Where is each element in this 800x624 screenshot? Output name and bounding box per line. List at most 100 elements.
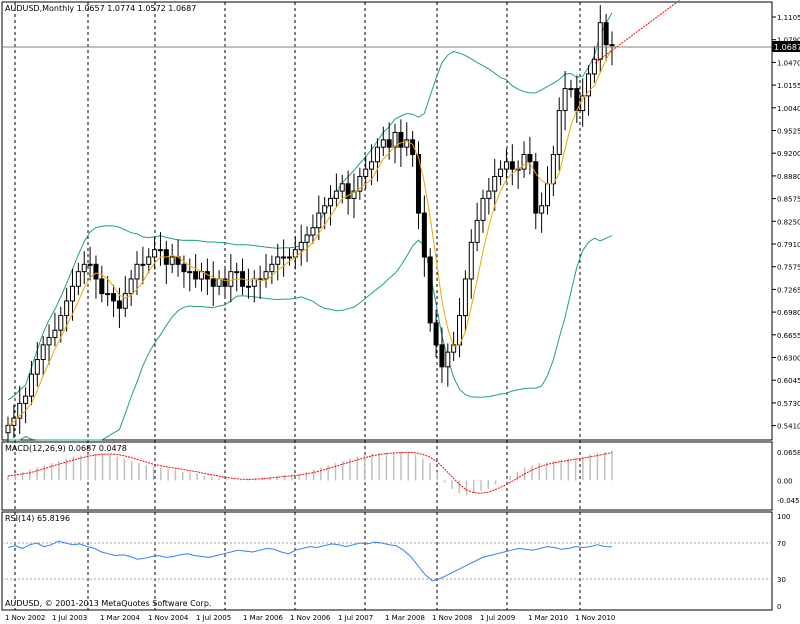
candle-body [322,205,328,214]
date-label: 1 Jul 2009 [480,614,515,622]
candle-body [410,139,416,155]
rsi-panel-frame [1,511,773,611]
candle-body [316,212,322,229]
candle-body [556,110,562,155]
candle-body [586,73,592,97]
candle-body [427,256,433,324]
candle-body [58,315,64,331]
moving-average [7,48,613,426]
price-tick-label: 1.1105 [777,14,800,22]
candle-body [421,212,427,258]
candle-body [281,256,287,259]
candle-body [310,227,316,236]
rsi-tick-label: 70 [777,540,786,548]
candle-body [503,161,509,170]
candle-body [5,424,11,434]
candle-body [46,337,52,346]
candle-body [263,271,269,280]
price-tick-label: 1.0155 [777,82,800,90]
bollinger-bands [7,12,613,441]
date-label: 1 Jul 2003 [52,614,87,622]
copyright: AUDUSD, © 2001-2013 MetaQuotes Software … [5,599,211,608]
candle-body [93,263,99,280]
candle-body [128,278,134,295]
candle-body [415,153,421,214]
candle-body [462,278,468,317]
macd-axis: 0.06583 0.00 -0.04564 [777,449,800,505]
candle-body [392,132,398,148]
price-tick-label: 1.0470 [777,59,800,67]
price-tick-label: 0.7575 [777,264,800,272]
candle-body [275,256,281,265]
candle-body [345,183,351,199]
price-tick-label: 0.8250 [777,218,800,226]
candle-body [210,278,216,287]
candle-body [116,300,122,309]
date-label: 1 Nov 2010 [575,614,615,622]
date-label: 1 Mar 2008 [385,614,425,622]
candle-body [40,344,46,361]
candle-body [216,278,222,287]
candle-body [492,175,498,192]
candle-body [140,263,146,266]
macd-label: MACD(12,26,9) 0.0687 0.0478 [5,444,127,453]
candle-body [544,183,550,207]
candle-body [468,241,474,280]
candle-body [34,359,40,375]
rsi-indicator [2,540,772,582]
date-label: 1 Mar 2004 [100,614,140,622]
date-label: 1 Jul 2007 [338,614,373,622]
price-tick-label: 1.0040 [777,105,800,113]
price-tick-label: 0.6655 [777,332,800,340]
candle-body [286,256,292,259]
current-price-label: 1.0687 [774,43,800,52]
price-tick-label: 0.7265 [777,286,800,294]
candle-body [404,139,410,148]
price-tick-label: 0.6045 [777,377,800,385]
rsi-tick-label: 0 [777,603,781,611]
ma-line [7,48,613,426]
candle-body [99,278,105,295]
candle-body [169,256,175,265]
candle-body [562,88,568,112]
candle-body [380,139,386,148]
candle-body [75,271,81,287]
candle-body [245,285,251,288]
candle-body [17,402,23,419]
candle-body [152,249,158,258]
price-tick-label: 0.7910 [777,241,800,249]
symbol-info: AUDUSD,Monthly 1.0657 1.0774 1.0572 1.06… [5,4,196,13]
candle-body [23,395,29,404]
rsi-line [7,540,613,582]
candle-body [363,168,369,177]
candle-body [122,293,128,309]
candle-body [351,190,357,199]
candle-body [445,351,451,368]
candle-body [486,190,492,199]
trendline-segment [594,0,681,64]
candle-body [134,263,140,280]
candle-body [234,271,240,274]
candle-body [374,146,380,163]
candle-body [386,139,392,148]
candle-body [222,278,228,287]
candle-body [603,22,609,46]
price-tick-label: 0.6300 [777,355,800,363]
bollinger-upper [7,12,613,401]
vertical-grid [14,2,581,610]
candle-body [251,278,257,287]
price-tick-label: 0.6980 [777,309,800,317]
candle-body [157,249,163,252]
candle-body [474,219,480,243]
trendline [594,0,681,64]
candle-body [533,161,539,214]
candle-body [70,285,76,302]
candle-body [550,153,556,185]
candle-body [28,373,34,397]
macd-tick-label: -0.04564 [777,497,800,505]
candle-body [333,190,339,199]
date-label: 1 Jul 2005 [196,614,231,622]
candle-body [433,322,439,346]
candle-body [181,263,187,273]
